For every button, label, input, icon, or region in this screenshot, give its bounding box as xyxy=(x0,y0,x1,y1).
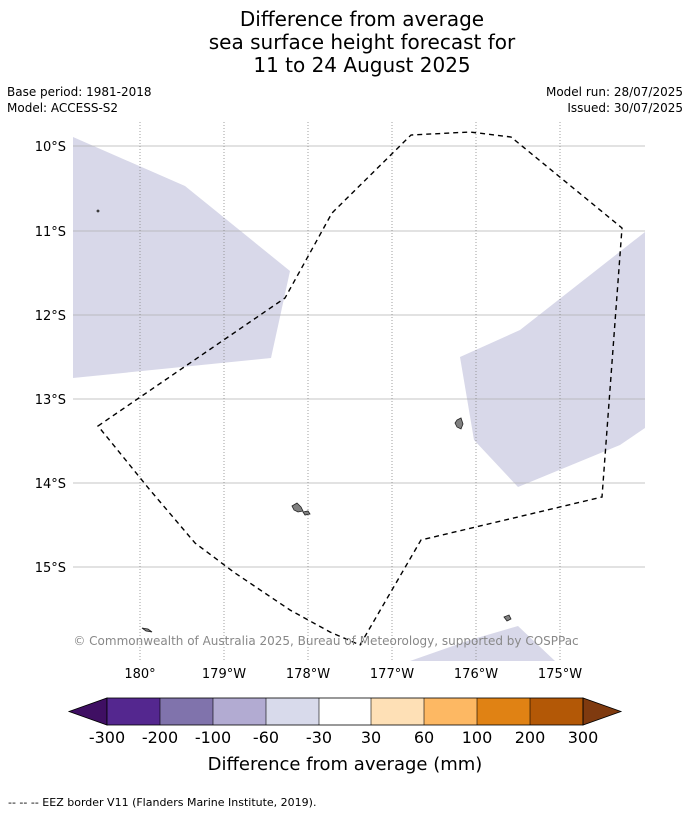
islet-northwest xyxy=(96,209,100,213)
lon-label: 177°W xyxy=(370,667,414,682)
lat-label: 14°S xyxy=(35,477,66,492)
colorbar-title: Difference from average (mm) xyxy=(208,754,483,775)
colorbar-segment xyxy=(530,698,583,725)
base-period-label: Base period: 1981-2018 xyxy=(7,85,152,99)
colorbar-segment xyxy=(213,698,266,725)
lat-label: 13°S xyxy=(35,393,66,408)
colorbar-tick-label: -100 xyxy=(195,728,231,747)
title-line-1: Difference from average xyxy=(239,7,485,31)
colorbar-dividers xyxy=(159,698,531,725)
lon-label: 175°W xyxy=(538,667,582,682)
lon-label: 178°W xyxy=(286,667,330,682)
colorbar-outline xyxy=(106,697,584,726)
map-plot-area: © Commonwealth of Australia 2025, Bureau… xyxy=(73,122,645,661)
colorbar-segment xyxy=(107,698,160,725)
colorbar-tick-label: 100 xyxy=(462,728,493,747)
island-south-west xyxy=(141,627,153,633)
colorbar-tick-label: 300 xyxy=(568,728,599,747)
lon-label: 176°W xyxy=(454,667,498,682)
colorbar-segment xyxy=(371,698,424,725)
anomaly-region-northwest xyxy=(73,137,290,378)
colorbar-over-arrow xyxy=(582,697,623,726)
colorbar-segment xyxy=(266,698,319,725)
metadata-right: Model run: 28/07/2025 Issued: 30/07/2025 xyxy=(546,84,683,116)
colorbar-segment xyxy=(424,698,477,725)
island-wallis xyxy=(454,417,464,430)
colorbar-tick-label: -60 xyxy=(253,728,279,747)
colorbar-segment xyxy=(319,698,371,725)
model-label: Model: ACCESS-S2 xyxy=(7,101,119,115)
colorbar-tick-labels: -300 -200 -100 -60 -30 30 60 100 200 300 xyxy=(89,728,598,747)
anomaly-region-east xyxy=(460,232,645,487)
colorbar-tick-label: -30 xyxy=(306,728,332,747)
lat-label: 15°S xyxy=(35,561,66,576)
lat-label: 10°S xyxy=(35,140,66,155)
colorbar: -300 -200 -100 -60 -30 30 60 100 200 300… xyxy=(67,697,623,775)
colorbar-tick-label: 60 xyxy=(414,728,434,747)
eez-border xyxy=(96,131,623,646)
longitude-labels: 180° 179°W 178°W 177°W 176°W 175°W xyxy=(124,667,582,682)
anomaly-region-south xyxy=(410,626,555,661)
copyright-text: © Commonwealth of Australia 2025, Bureau… xyxy=(73,634,578,648)
latitude-gridlines xyxy=(73,145,645,568)
eez-legend-note: -- -- -- EEZ border V11 (Flanders Marine… xyxy=(8,796,317,809)
colorbar-segment xyxy=(477,698,530,725)
colorbar-segment xyxy=(160,698,213,725)
issued-label: Issued: 30/07/2025 xyxy=(567,101,683,115)
lat-label: 12°S xyxy=(35,309,66,324)
forecast-map: © Commonwealth of Australia 2025, Bureau… xyxy=(35,122,645,775)
lon-label: 180° xyxy=(124,667,155,682)
island-alofi xyxy=(302,510,311,516)
colorbar-under-arrow xyxy=(67,697,108,726)
lat-label: 11°S xyxy=(35,225,66,240)
lon-label: 179°W xyxy=(202,667,246,682)
colorbar-tick-label: 30 xyxy=(361,728,381,747)
title-line-3: 11 to 24 August 2025 xyxy=(253,53,471,77)
land-islands xyxy=(96,209,512,633)
colorbar-tick-label: -200 xyxy=(142,728,178,747)
colorbar-tick-label: -300 xyxy=(89,728,125,747)
metadata-left: Base period: 1981-2018 Model: ACCESS-S2 xyxy=(7,84,152,116)
island-futuna xyxy=(291,502,304,513)
chart-title: Difference from average sea surface heig… xyxy=(0,8,690,77)
island-south-east xyxy=(503,614,512,622)
title-line-2: sea surface height forecast for xyxy=(208,30,516,54)
colorbar-tick-label: 200 xyxy=(515,728,546,747)
latitude-labels: 10°S 11°S 12°S 13°S 14°S 15°S xyxy=(35,140,66,576)
model-run-label: Model run: 28/07/2025 xyxy=(545,85,683,99)
